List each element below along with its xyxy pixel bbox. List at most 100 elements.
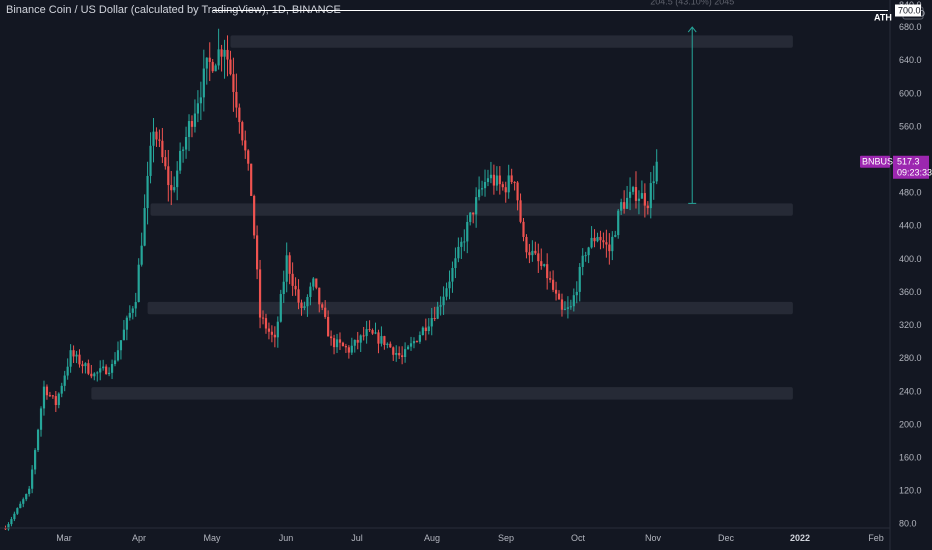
candle-body <box>306 296 309 307</box>
candle-body <box>303 306 306 308</box>
y-tick-label: 480.0 <box>899 188 922 198</box>
candle-body <box>318 287 321 305</box>
y-tick-label: 440.0 <box>899 221 922 231</box>
support-zone-1[interactable] <box>150 203 793 216</box>
y-tick-label: 80.0 <box>899 519 917 529</box>
y-tick-label: 320.0 <box>899 320 922 330</box>
candle-body <box>155 131 158 140</box>
candle-body <box>161 140 164 158</box>
candle-body <box>534 250 537 254</box>
y-tick-label: 400.0 <box>899 254 922 264</box>
candle-body <box>208 57 211 62</box>
candle-body <box>587 247 590 256</box>
candle-body <box>492 174 495 186</box>
candle-body <box>566 307 569 309</box>
candle-body <box>87 363 90 374</box>
candle-body <box>374 332 377 334</box>
candle-body <box>205 57 208 69</box>
candle-body <box>599 236 602 241</box>
candle-body <box>401 355 404 358</box>
ath-value-tag <box>895 4 921 17</box>
x-tick-label: Apr <box>132 533 146 543</box>
x-tick-label: Jul <box>351 533 363 543</box>
candle-body <box>190 121 194 127</box>
candle-body <box>463 241 466 243</box>
candle-body <box>469 212 472 222</box>
last-price-label: 517.3 <box>897 157 920 167</box>
candle-body <box>478 189 481 198</box>
candle-body <box>386 343 389 346</box>
candle-body <box>617 210 620 236</box>
candle-body <box>60 385 63 394</box>
support-zone-0[interactable] <box>230 35 793 48</box>
candle-body <box>176 170 179 188</box>
candle-body <box>229 59 232 75</box>
candle-body <box>241 122 244 141</box>
candle-body <box>557 293 561 300</box>
candle-body <box>137 264 140 303</box>
candle-body <box>220 49 223 57</box>
candle-body <box>389 343 392 348</box>
x-axis: Mar Apr May Jun Jul Aug Sep Oct Nov Dec 2022 Feb <box>0 527 890 543</box>
candle-body <box>335 339 339 348</box>
candle-body <box>522 221 525 237</box>
candle-body <box>525 236 528 253</box>
candle-body <box>253 195 256 236</box>
candle-body <box>392 347 395 355</box>
candle-body <box>611 236 614 252</box>
support-zone-3[interactable] <box>91 387 793 400</box>
candle-body <box>377 332 380 344</box>
candle-body <box>54 396 57 406</box>
candle-body <box>309 286 312 297</box>
candle-body <box>359 335 362 343</box>
candle-body <box>264 318 268 329</box>
candle-body <box>368 329 371 331</box>
candle-body <box>516 182 519 201</box>
candle-body <box>498 175 501 185</box>
candle-body <box>406 346 410 350</box>
y-tick-label: 640.0 <box>899 55 922 65</box>
candle-body <box>454 258 457 269</box>
candle-body <box>19 503 22 509</box>
candle-body <box>13 513 16 520</box>
candle-body <box>424 327 427 332</box>
candle-body <box>409 343 413 347</box>
y-axis: 80.0 120.0 160.0 200.0 240.0 280.0 320.0 360.0 4… <box>889 0 926 550</box>
candle-body <box>528 252 531 256</box>
candle-body <box>451 268 454 282</box>
candle-body <box>344 346 347 348</box>
candle-body <box>380 336 383 344</box>
candle-body <box>250 163 253 196</box>
support-zone-2[interactable] <box>147 301 793 315</box>
candle-body <box>338 339 342 343</box>
candle-body <box>649 183 652 209</box>
candle-body <box>404 349 407 358</box>
y-tick-label: 680.0 <box>899 22 922 32</box>
candle-body <box>466 221 469 242</box>
candle-body <box>297 289 300 303</box>
candle-body <box>602 240 605 243</box>
candle-body <box>31 469 34 489</box>
candle-body <box>634 187 638 201</box>
y-tick-label: 360.0 <box>899 287 922 297</box>
candle-body <box>291 273 294 286</box>
candle-body <box>631 187 635 192</box>
candle-body <box>475 197 478 215</box>
candle-body <box>288 255 291 274</box>
candle-body <box>167 166 170 186</box>
candle-body <box>608 244 611 252</box>
candle-body <box>184 136 188 150</box>
candle-body <box>22 499 25 504</box>
candle-body <box>315 278 318 288</box>
candle-body <box>173 187 176 191</box>
candle-body <box>125 317 128 330</box>
candle-body <box>143 208 146 246</box>
candle-body <box>362 335 365 337</box>
candle-body <box>110 364 114 373</box>
candle-body <box>652 181 655 184</box>
candle-body <box>182 149 185 151</box>
candle-body <box>614 235 617 237</box>
candle-body <box>383 336 386 346</box>
candle-body <box>486 178 490 182</box>
